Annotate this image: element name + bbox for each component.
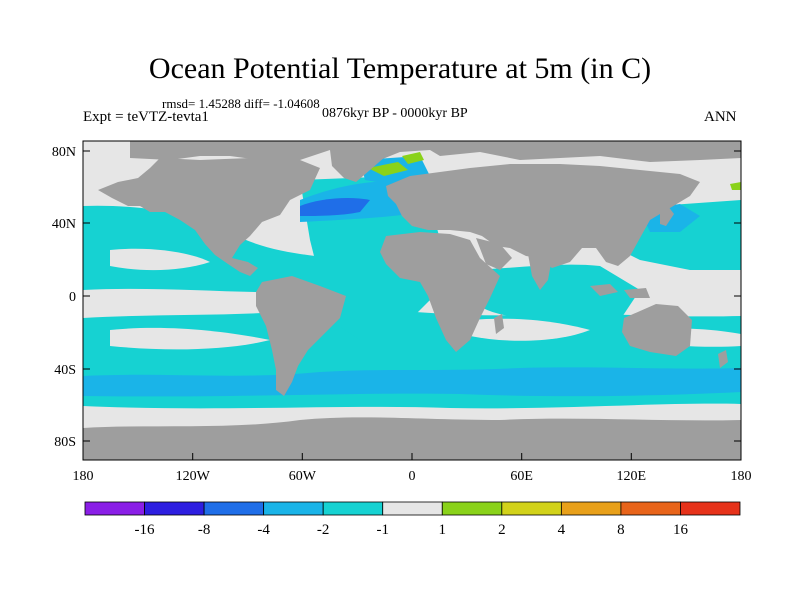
map-title: Ocean Potential Temperature at 5m (in C) <box>148 52 652 85</box>
antarctica <box>83 417 741 460</box>
colorbar: -16 -8 -4 -2 -1 1 2 4 8 16 <box>84 501 741 538</box>
arabia <box>476 238 512 270</box>
colorbar-swatch <box>144 501 205 516</box>
colorbar-label: 1 <box>439 522 447 538</box>
india <box>528 254 552 290</box>
lat-label-80s: 80S <box>54 435 76 450</box>
colorbar-swatch <box>263 501 324 516</box>
colorbar-label: 4 <box>558 522 566 538</box>
greenland <box>330 148 386 182</box>
anomaly-band-southern-ocean-inner <box>83 367 741 397</box>
lat-label-eq: 0 <box>69 290 76 305</box>
colorbar-label: -1 <box>376 522 389 538</box>
colorbar-swatch <box>203 501 265 516</box>
japan <box>660 206 674 226</box>
australia <box>622 304 692 356</box>
lat-ticks <box>83 150 741 442</box>
lon-label-60w: 60W <box>289 469 317 484</box>
colorbar-label: 2 <box>498 522 506 538</box>
lat-label-40n: 40N <box>52 217 76 232</box>
colorbar-label: -4 <box>257 522 270 538</box>
colorbar-label: 8 <box>617 522 625 538</box>
colorbar-label: -8 <box>198 522 211 538</box>
colorbar-swatch <box>441 501 503 516</box>
warm-patch-barents <box>402 152 424 164</box>
lon-label-60e: 60E <box>510 469 533 484</box>
neutral-patch-north-pacific <box>110 248 210 271</box>
lon-label-0: 0 <box>409 469 416 484</box>
africa <box>380 232 500 352</box>
madagascar <box>494 314 504 334</box>
warm-patch-bering <box>730 182 741 190</box>
landmasses <box>83 141 741 460</box>
colorbar-swatch <box>501 501 562 516</box>
colorbar-label: 16 <box>673 522 689 538</box>
lon-label-120w: 120W <box>176 469 211 484</box>
lon-ticks <box>82 453 742 460</box>
north-america <box>98 158 320 276</box>
warm-patch-norway <box>368 162 408 176</box>
anomaly-band-indian <box>470 264 640 320</box>
neutral-patch-south-pacific <box>110 327 270 350</box>
colorbar-swatch <box>322 501 384 516</box>
british-isles <box>400 184 412 198</box>
period-text: 0876kyr BP - 0000kyr BP <box>322 106 468 121</box>
arctic-land <box>130 141 741 162</box>
lon-label-180e: 180 <box>731 469 752 484</box>
lon-label-180w: 180 <box>73 469 94 484</box>
colorbar-swatch <box>680 501 741 516</box>
colorbar-swatch <box>620 501 681 516</box>
colorbar-label: -2 <box>317 522 330 538</box>
map-field <box>83 141 741 460</box>
colorbar-swatch <box>382 501 443 516</box>
colorbar-label: -16 <box>135 522 155 538</box>
lon-label-120e: 120E <box>617 469 647 484</box>
colorbar-swatch <box>560 501 622 516</box>
stats-text: rmsd= 1.45288 diff= -1.04608 <box>162 96 320 111</box>
anomaly-band-gulf-stream <box>300 198 370 216</box>
indonesia <box>590 284 650 298</box>
lat-label-40s: 40S <box>54 363 76 378</box>
colorbar-swatch <box>84 501 145 516</box>
south-america <box>256 276 346 396</box>
season-label: ANN <box>704 109 737 125</box>
eurasia <box>386 164 700 268</box>
new-zealand <box>718 350 728 368</box>
lat-label-80n: 80N <box>52 145 76 160</box>
experiment-label: Expt = teVTZ-tevta1 <box>83 109 209 125</box>
